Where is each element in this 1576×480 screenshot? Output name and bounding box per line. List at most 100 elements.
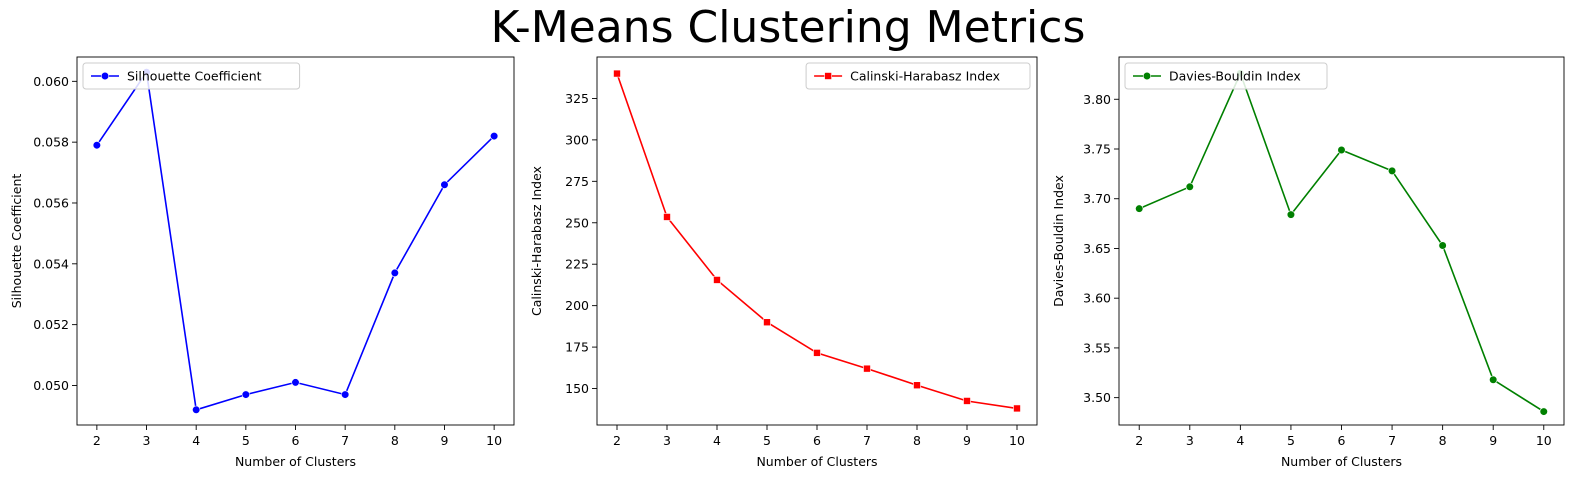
- y-tick-label: 0.050: [33, 378, 69, 393]
- y-tick-label: 225: [565, 257, 589, 272]
- data-point: [663, 213, 671, 221]
- data-point: [341, 390, 350, 399]
- y-axis-label: Calinski-Harabasz Index: [529, 166, 544, 316]
- legend: Davies-Bouldin Index: [1124, 62, 1328, 90]
- y-tick-label: 275: [565, 174, 589, 189]
- data-point: [92, 141, 101, 150]
- x-tick-label: 9: [1489, 433, 1497, 448]
- data-point: [763, 318, 771, 327]
- x-tick-label: 5: [763, 433, 771, 448]
- legend-label: Calinski-Harabasz Index: [850, 69, 1000, 84]
- y-axis-label: Davies-Bouldin Index: [1051, 175, 1066, 307]
- legend-box: [805, 62, 1031, 90]
- y-tick-label: 3.65: [1083, 241, 1111, 256]
- data-point: [1185, 182, 1194, 191]
- data-point: [192, 405, 201, 414]
- y-tick-label: 0.056: [33, 195, 69, 210]
- chart-panel-3: 2 3 4 5 6 7 8 9 10 3.50 3.55 3.60 3.65 3.70 3.75 3.80 Nu…: [1051, 56, 1565, 469]
- x-tick-label: 5: [1287, 433, 1295, 448]
- data-point: [241, 390, 250, 399]
- chart-panel-2: 2 3 4 5 6 7 8 9 10 150 175 200 225 250 275 300 325 Number…: [529, 56, 1038, 469]
- x-tick-label: 5: [242, 433, 250, 448]
- y-tick-label: 3.80: [1083, 92, 1111, 107]
- series-line: [96, 70, 495, 411]
- x-tick-label: 7: [1388, 433, 1396, 448]
- legend-marker: [100, 71, 110, 81]
- x-tick-label: 8: [391, 433, 399, 448]
- data-point: [390, 268, 399, 278]
- x-tick-label: 2: [613, 433, 621, 448]
- x-tick-label: 3: [663, 433, 671, 448]
- legend-box: [1124, 62, 1328, 90]
- x-tick-label: 7: [341, 433, 349, 448]
- y-tick-label: 3.60: [1083, 291, 1111, 306]
- y-tick-label: 300: [565, 132, 589, 147]
- figure-title: K-Means Clustering Metrics: [490, 2, 1086, 53]
- axes-frame: [596, 56, 1038, 426]
- y-tick-label: 250: [565, 215, 589, 230]
- x-tick-label: 4: [713, 433, 721, 448]
- y-tick-label: 200: [565, 298, 589, 313]
- data-point: [913, 381, 921, 390]
- x-tick-label: 4: [192, 433, 200, 448]
- y-axis-label: Silhouette Coefficient: [9, 174, 24, 309]
- x-tick-label: 9: [963, 433, 971, 448]
- x-tick-label: 4: [1236, 433, 1244, 448]
- data-point: [1286, 210, 1296, 219]
- y-tick-label: 0.060: [33, 74, 69, 89]
- x-tick-label: 7: [863, 433, 871, 448]
- x-tick-label: 9: [441, 433, 449, 448]
- x-tick-label: 3: [1186, 433, 1194, 448]
- x-axis-label: Number of Clusters: [756, 454, 877, 469]
- data-point: [1135, 204, 1144, 213]
- x-tick-label: 6: [1338, 433, 1346, 448]
- data-point: [1539, 407, 1548, 416]
- data-point: [813, 349, 821, 357]
- y-tick-label: 150: [565, 381, 589, 396]
- x-tick-label: 6: [292, 433, 300, 448]
- y-tick-label: 0.052: [33, 317, 69, 332]
- axes-frame: [76, 56, 515, 426]
- y-tick-label: 0.054: [33, 256, 69, 271]
- data-point: [291, 378, 300, 387]
- legend-marker: [1142, 71, 1152, 81]
- x-tick-label: 8: [1439, 433, 1447, 448]
- data-point: [1438, 241, 1447, 250]
- series-line: [1138, 71, 1545, 413]
- data-point: [863, 364, 871, 373]
- y-tick-label: 3.50: [1083, 390, 1111, 405]
- x-tick-label: 8: [913, 433, 921, 448]
- x-tick-label: 10: [1009, 433, 1025, 448]
- data-point: [1013, 404, 1021, 413]
- y-tick-label: 3.75: [1083, 142, 1111, 157]
- legend-label: Silhouette Coefficient: [127, 69, 262, 84]
- legend: Calinski-Harabasz Index: [805, 62, 1031, 90]
- x-axis-label: Number of Clusters: [1281, 454, 1402, 469]
- y-tick-label: 3.70: [1083, 191, 1111, 206]
- legend: Silhouette Coefficient: [82, 62, 301, 90]
- data-point: [713, 276, 721, 284]
- series-line: [616, 73, 1018, 410]
- x-axis-label: Number of Clusters: [235, 454, 356, 469]
- axes-frame: [1118, 56, 1565, 426]
- data-point: [440, 180, 449, 189]
- x-tick-label: 6: [813, 433, 821, 448]
- data-point: [1337, 145, 1346, 155]
- data-point: [1387, 166, 1397, 175]
- x-tick-label: 10: [1536, 433, 1552, 448]
- data-point: [1489, 375, 1498, 384]
- chart-panel-1: 2 3 4 5 6 7 8 9 10 0.050 0.052 0.054 0.056 0.058 0.060…: [9, 56, 515, 469]
- data-point: [963, 397, 971, 405]
- x-tick-label: 10: [486, 433, 502, 448]
- legend-marker: [824, 72, 832, 80]
- y-tick-label: 175: [565, 340, 589, 355]
- data-point: [490, 131, 499, 141]
- legend-box: [82, 62, 301, 90]
- data-point: [613, 69, 621, 78]
- x-tick-label: 2: [1135, 433, 1143, 448]
- y-tick-label: 3.55: [1083, 340, 1111, 355]
- legend-label: Davies-Bouldin Index: [1169, 69, 1301, 84]
- x-tick-label: 2: [93, 433, 101, 448]
